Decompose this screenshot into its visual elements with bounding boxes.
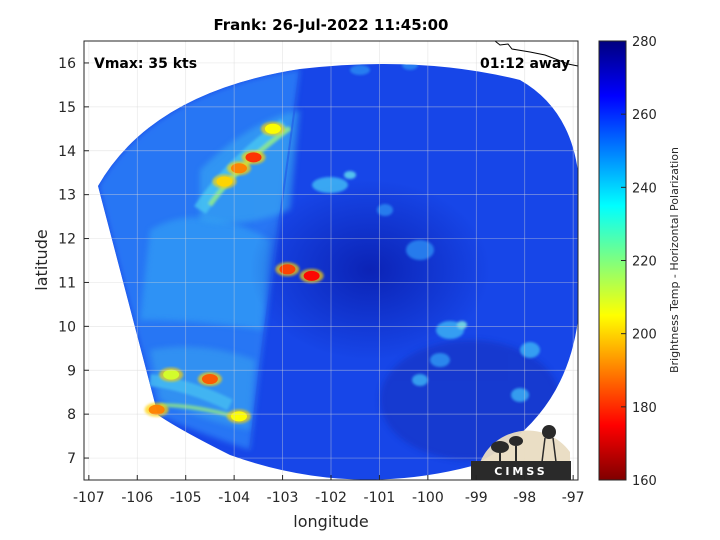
x-tick-label: -97 bbox=[562, 490, 585, 506]
y-tick-label: 12 bbox=[58, 232, 76, 248]
grid bbox=[84, 41, 578, 480]
core-5 bbox=[264, 123, 281, 134]
satellite-swath bbox=[98, 63, 578, 480]
colorbar-tick-label: 160 bbox=[632, 474, 657, 489]
colorbar-ticks: 160 180 200 220 240 260 280 bbox=[621, 35, 657, 489]
y-tick-label: 14 bbox=[58, 144, 76, 160]
colorbar-tick-label: 260 bbox=[632, 108, 657, 123]
core-8 bbox=[148, 404, 165, 415]
x-tick-label: -102 bbox=[315, 490, 347, 506]
colorbar-tick-label: 240 bbox=[632, 181, 657, 196]
x-axis-label: longitude bbox=[293, 512, 368, 531]
y-tick-label: 15 bbox=[58, 100, 76, 116]
x-tick-label: -101 bbox=[364, 490, 396, 506]
y-tick-label: 9 bbox=[67, 363, 76, 379]
plot-area: Vmax: 35 kts 01:12 away CIMSS bbox=[83, 40, 579, 481]
core-2 bbox=[245, 152, 262, 163]
colorbar: 160 180 200 220 240 260 280 Brightness Temp - … bbox=[598, 35, 681, 489]
colorbar-tick-label: 200 bbox=[632, 328, 657, 343]
y-tick-label: 10 bbox=[58, 319, 76, 335]
colorbar-label: Brightness Temp - Horizontal Polarizatio… bbox=[668, 147, 681, 373]
time-away-label: 01:12 away bbox=[480, 56, 570, 72]
x-tick-label: -98 bbox=[513, 490, 536, 506]
core-6 bbox=[201, 374, 218, 385]
core-9 bbox=[230, 411, 247, 422]
y-tick-labels: 7 8 9 10 11 12 13 14 15 16 bbox=[58, 56, 89, 467]
y-tick-label: 16 bbox=[58, 56, 76, 72]
core-1 bbox=[279, 264, 296, 275]
y-tick-label: 13 bbox=[58, 188, 76, 204]
x-tick-label: -107 bbox=[73, 490, 105, 506]
x-tick-labels: -107 -106 -105 -104 -103 -102 -101 -100 -99 -98 -9… bbox=[73, 475, 585, 506]
x-tick-label: -103 bbox=[267, 490, 299, 506]
core-4 bbox=[216, 176, 233, 187]
vmax-label: Vmax: 35 kts bbox=[94, 56, 197, 72]
colorbar-tick-label: 180 bbox=[632, 401, 657, 416]
y-axis-label: latitude bbox=[32, 229, 51, 290]
logo-text: CIMSS bbox=[494, 465, 547, 478]
convective-cores bbox=[144, 121, 324, 424]
x-tick-label: -104 bbox=[218, 490, 250, 506]
x-tick-label: -105 bbox=[170, 490, 202, 506]
x-tick-label: -106 bbox=[121, 490, 153, 506]
x-tick-label: -99 bbox=[465, 490, 488, 506]
core-0 bbox=[303, 270, 320, 281]
coastline bbox=[494, 40, 579, 67]
y-tick-label: 11 bbox=[58, 275, 76, 291]
colorbar-tick-label: 280 bbox=[632, 35, 657, 50]
core-7 bbox=[163, 369, 180, 380]
core-3 bbox=[230, 163, 247, 174]
colorbar-tick-label: 220 bbox=[632, 255, 657, 270]
cimss-logo: CIMSS bbox=[471, 425, 571, 480]
x-tick-label: -100 bbox=[412, 490, 444, 506]
y-tick-label: 8 bbox=[67, 407, 76, 423]
chart-title: Frank: 26-Jul-2022 11:45:00 bbox=[214, 16, 449, 34]
y-tick-label: 7 bbox=[67, 451, 76, 467]
